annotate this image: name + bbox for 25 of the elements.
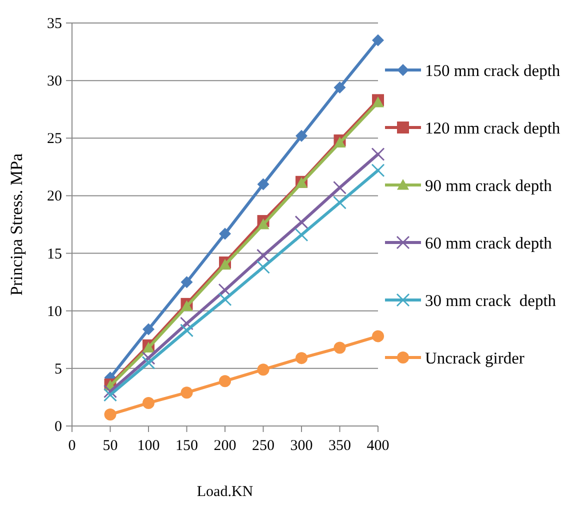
x-tick-label: 50: [102, 438, 118, 454]
x-tick-label: 150: [176, 438, 198, 454]
legend-label: 60 mm crack depth: [425, 234, 553, 252]
y-tick-label: 30: [47, 74, 62, 90]
legend-label: 90 mm crack depth: [425, 176, 553, 195]
y-tick-label: 5: [54, 361, 62, 378]
x-tick-label: 0: [68, 438, 76, 454]
x-tick-label: 250: [252, 438, 274, 454]
x-tick-label: 350: [328, 438, 351, 454]
y-tick-label: 15: [47, 246, 62, 262]
x-tick-label: 300: [290, 438, 313, 454]
x-axis-title: Load.KN: [196, 484, 254, 500]
x-tick-label: 100: [137, 438, 160, 454]
legend-label: 120 mm crack depth: [425, 118, 561, 138]
legend-label: 150 mm crack depth: [425, 61, 561, 80]
y-tick-label: 35: [47, 16, 62, 32]
y-axis-title: Principa Stress. MPa: [7, 152, 26, 296]
y-tick-label: 0: [54, 419, 62, 435]
y-tick-label: 20: [47, 188, 62, 205]
x-tick-label: 400: [366, 438, 390, 454]
y-tick-label: 25: [47, 131, 62, 148]
y-tick-label: 10: [47, 304, 62, 320]
legend-label: Uncrack girder: [425, 348, 525, 368]
legend-label: 30 mm crack depth: [425, 291, 557, 310]
x-tick-label: 200: [214, 438, 236, 454]
